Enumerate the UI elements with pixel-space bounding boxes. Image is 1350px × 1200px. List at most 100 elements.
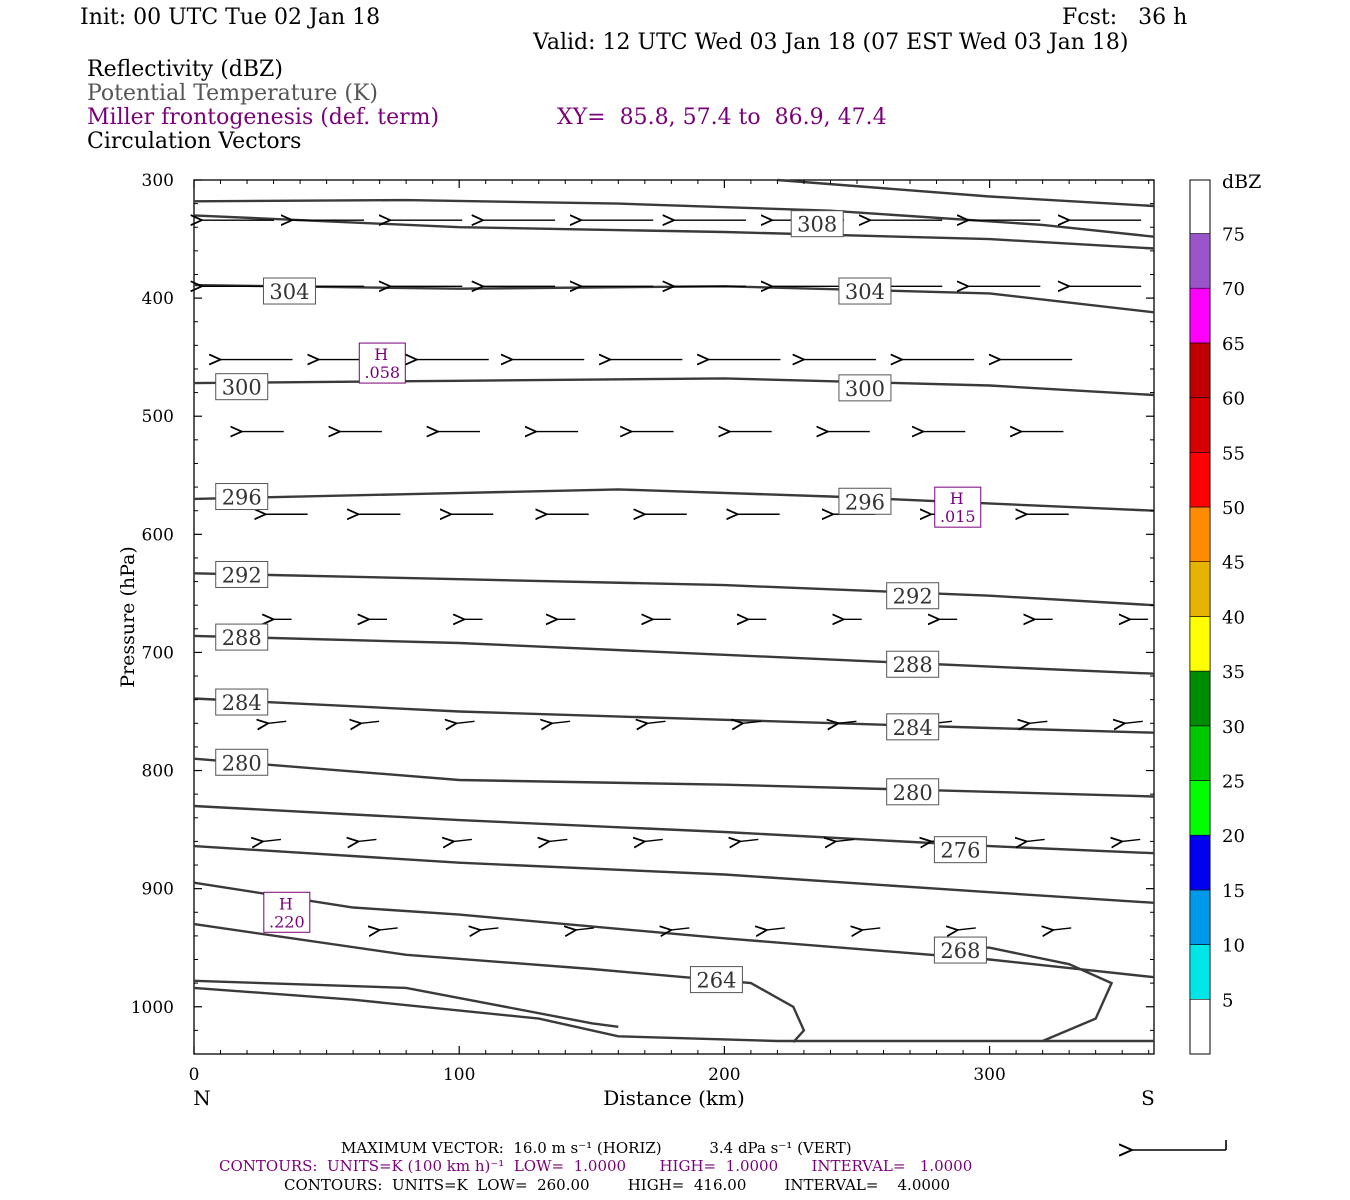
frontogenesis-max-value: .015 xyxy=(940,507,976,526)
colorbar-tick-label: 75 xyxy=(1222,225,1245,246)
theta-contour-308 xyxy=(193,198,1155,238)
circulation-vector xyxy=(361,721,380,723)
field-miller-frontogenesis: Miller frontogenesis (def. term) xyxy=(87,105,440,130)
y-tick-label: 900 xyxy=(142,880,174,900)
colorbar-swatch xyxy=(1189,506,1211,563)
theta-contour-unlabeled-11 xyxy=(193,844,1155,904)
theta-label: 292 xyxy=(222,563,262,587)
frontogenesis-max-label: H xyxy=(279,894,293,913)
cross-section-endpoints: XY= 85.8, 57.4 to 86.9, 47.4 xyxy=(557,105,887,130)
colorbar-tick-label: 20 xyxy=(1222,826,1245,847)
colorbar-swatch xyxy=(1189,889,1211,945)
valid-time: Valid: 12 UTC Wed 03 Jan 18 (07 EST Wed … xyxy=(533,30,1129,55)
circulation-vector xyxy=(862,928,881,930)
forecast-hour: Fcst: 36 h xyxy=(1062,5,1188,30)
circulation-vector xyxy=(380,928,398,930)
theta-contour-284 xyxy=(193,697,1155,734)
y-tick-label: 500 xyxy=(142,407,174,427)
plot-frame xyxy=(193,179,1155,1055)
circulation-vector xyxy=(268,721,287,723)
colorbar-swatch xyxy=(1189,287,1211,344)
circulation-vector xyxy=(767,928,785,930)
colorbar-tick-label: 70 xyxy=(1222,279,1245,300)
theta-label: 292 xyxy=(893,585,933,609)
frontogenesis-max-box xyxy=(263,891,311,933)
field-potential-temperature: Potential Temperature (K) xyxy=(87,81,378,106)
frontogenesis-max-box xyxy=(358,342,406,384)
theta-label-box xyxy=(838,374,892,402)
y-tick-label: 400 xyxy=(142,289,174,309)
theta-label: 280 xyxy=(893,781,933,805)
theta-label-box xyxy=(262,277,316,305)
theta-label-box xyxy=(886,713,940,741)
colorbar-swatch xyxy=(1189,451,1211,508)
circulation-vector xyxy=(836,839,854,841)
colorbar-tick-label: 15 xyxy=(1222,881,1245,902)
theta-label-box xyxy=(933,836,987,864)
field-reflectivity: Reflectivity (dBZ) xyxy=(87,57,283,82)
colorbar-title: dBZ xyxy=(1222,171,1261,193)
theta-contour-unlabeled-2 xyxy=(193,214,1155,250)
circulation-vector xyxy=(457,721,475,723)
contours-frontogenesis-note: CONTOURS: UNITS=K (100 km h)⁻¹ LOW= 1.00… xyxy=(219,1157,973,1175)
colorbar-swatch xyxy=(1189,616,1211,672)
circulation-vector xyxy=(1029,721,1048,723)
colorbar-swatch xyxy=(1189,780,1211,836)
circulation-vector xyxy=(740,839,759,841)
theta-label-box xyxy=(838,277,892,305)
circulation-vector xyxy=(838,721,857,723)
theta-label-box xyxy=(215,483,269,511)
theta-label: 288 xyxy=(893,653,933,677)
circulation-vector xyxy=(1027,839,1045,841)
theta-contour-unlabeled-15 xyxy=(193,986,1154,1043)
circulation-vector xyxy=(1122,839,1141,841)
theta-label: 288 xyxy=(222,626,262,650)
theta-contour-264 xyxy=(193,922,806,1044)
colorbar-swatch xyxy=(1189,944,1211,1000)
y-axis-title: Pressure (hPa) xyxy=(117,546,139,688)
circulation-vector xyxy=(1053,928,1072,930)
circulation-vector xyxy=(958,928,976,930)
frontogenesis-max-value: .220 xyxy=(269,912,305,931)
theta-label-box xyxy=(933,936,987,964)
maximum-vector-note: MAXIMUM VECTOR: 16.0 m s⁻¹ (HORIZ) 3.4 d… xyxy=(341,1139,852,1157)
circulation-vector xyxy=(743,721,762,723)
x-tick-label: 100 xyxy=(443,1065,475,1085)
theta-label: 300 xyxy=(845,377,885,401)
theta-label: 308 xyxy=(797,213,837,237)
colorbar-swatch xyxy=(1189,397,1211,453)
x-end-label-right: S xyxy=(1141,1086,1155,1110)
theta-contour-268 xyxy=(193,979,619,1028)
circulation-vector xyxy=(552,721,571,723)
theta-label-box xyxy=(689,966,743,994)
theta-label-box xyxy=(790,210,844,238)
theta-label: 304 xyxy=(845,280,885,304)
x-tick-label: 200 xyxy=(708,1065,740,1085)
colorbar-tick-label: 5 xyxy=(1222,990,1233,1011)
theta-label: 284 xyxy=(893,716,933,740)
init-time: Init: 00 UTC Tue 02 Jan 18 xyxy=(80,5,381,30)
circulation-vector xyxy=(1125,721,1143,723)
theta-label: 280 xyxy=(222,751,262,775)
circulation-vector xyxy=(576,928,594,930)
theta-label-box xyxy=(215,688,269,716)
y-tick-label: 800 xyxy=(142,762,174,782)
theta-label-box xyxy=(886,778,940,806)
colorbar-tick-label: 45 xyxy=(1222,553,1245,574)
circulation-vector xyxy=(358,839,377,841)
colorbar-swatch xyxy=(1189,834,1211,891)
theta-contour-288 xyxy=(193,634,1155,675)
field-circulation-vectors: Circulation Vectors xyxy=(87,129,302,154)
frontogenesis-max-label: H xyxy=(950,489,964,508)
theta-label: 268 xyxy=(940,939,980,963)
colorbar-tick-label: 60 xyxy=(1222,389,1245,410)
circulation-vector xyxy=(647,721,666,723)
theta-label-box xyxy=(215,623,269,651)
colorbar-swatch xyxy=(1189,725,1211,781)
x-tick-label: 300 xyxy=(973,1065,1005,1085)
theta-contour-unlabeled-12 xyxy=(193,881,1155,979)
theta-label: 296 xyxy=(222,486,262,510)
theta-label-box xyxy=(838,487,892,515)
theta-label: 300 xyxy=(222,376,262,400)
